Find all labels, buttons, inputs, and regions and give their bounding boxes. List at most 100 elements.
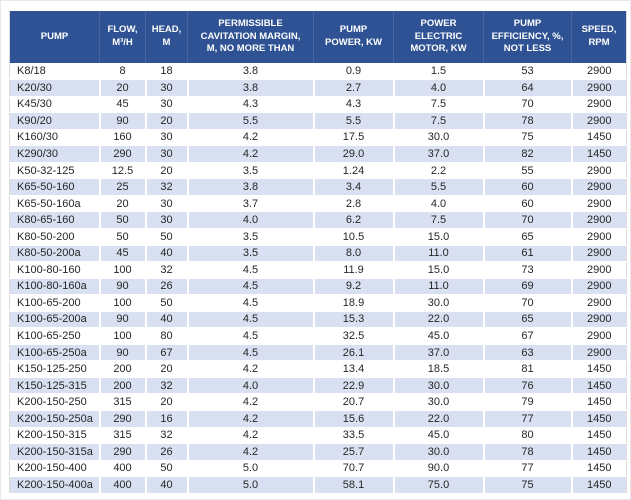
- cell-motor: 75.0: [393, 476, 485, 494]
- cell-efficiency: 65: [483, 228, 573, 246]
- cell-power: 3.4: [313, 178, 395, 196]
- cell-power: 5.5: [313, 112, 395, 130]
- cell-power: 0.9: [313, 63, 395, 81]
- cell-head: 40: [145, 476, 189, 494]
- cell-margin: 4.2: [187, 360, 315, 378]
- cell-flow: 90: [99, 344, 147, 362]
- cell-speed: 1450: [571, 377, 627, 395]
- cell-power: 9.2: [313, 278, 395, 296]
- cell-power: 58.1: [313, 476, 395, 494]
- cell-head: 40: [145, 311, 189, 329]
- cell-power: 29.0: [313, 145, 395, 163]
- cell-pump: K65-50-160a: [9, 195, 101, 213]
- cell-head: 32: [145, 178, 189, 196]
- cell-power: 70.7: [313, 460, 395, 478]
- cell-efficiency: 64: [483, 79, 573, 97]
- cell-motor: 22.0: [393, 311, 485, 329]
- cell-speed: 2900: [571, 245, 627, 263]
- cell-margin: 3.8: [187, 63, 315, 81]
- cell-margin: 4.5: [187, 311, 315, 329]
- cell-speed: 1450: [571, 360, 627, 378]
- cell-pump: K100-65-250a: [9, 344, 101, 362]
- cell-head: 32: [145, 427, 189, 445]
- cell-flow: 25: [99, 178, 147, 196]
- cell-efficiency: 69: [483, 278, 573, 296]
- cell-efficiency: 65: [483, 311, 573, 329]
- cell-margin: 3.5: [187, 228, 315, 246]
- cell-flow: 315: [99, 427, 147, 445]
- cell-power: 13.4: [313, 360, 395, 378]
- cell-pump: K200-150-315a: [9, 443, 101, 461]
- cell-margin: 4.2: [187, 443, 315, 461]
- cell-flow: 100: [99, 327, 147, 345]
- cell-head: 30: [145, 195, 189, 213]
- cell-motor: 30.0: [393, 377, 485, 395]
- cell-pump: K200-150-400: [9, 460, 101, 478]
- cell-head: 20: [145, 162, 189, 180]
- cell-speed: 2900: [571, 327, 627, 345]
- cell-pump: K100-80-160: [9, 261, 101, 279]
- cell-head: 18: [145, 63, 189, 81]
- cell-margin: 4.5: [187, 344, 315, 362]
- cell-pump: K50-32-125: [9, 162, 101, 180]
- cell-speed: 2900: [571, 112, 627, 130]
- cell-flow: 20: [99, 79, 147, 97]
- cell-speed: 1450: [571, 443, 627, 461]
- cell-margin: 3.8: [187, 79, 315, 97]
- cell-speed: 2900: [571, 178, 627, 196]
- cell-head: 32: [145, 377, 189, 395]
- cell-motor: 45.0: [393, 327, 485, 345]
- cell-speed: 1450: [571, 410, 627, 428]
- cell-margin: 4.2: [187, 410, 315, 428]
- cell-flow: 100: [99, 294, 147, 312]
- cell-efficiency: 82: [483, 145, 573, 163]
- cell-flow: 90: [99, 278, 147, 296]
- cell-flow: 400: [99, 476, 147, 494]
- cell-margin: 4.5: [187, 327, 315, 345]
- cell-efficiency: 55: [483, 162, 573, 180]
- cell-flow: 200: [99, 377, 147, 395]
- cell-flow: 100: [99, 261, 147, 279]
- cell-head: 30: [145, 129, 189, 147]
- cell-flow: 290: [99, 410, 147, 428]
- column-header-power: PUMP POWER, KW: [313, 11, 394, 63]
- cell-efficiency: 63: [483, 344, 573, 362]
- table-row: K100-65-250 100 80 4.5 32.5 45.0 67 2900: [9, 327, 627, 345]
- cell-efficiency: 78: [483, 443, 573, 461]
- cell-head: 50: [145, 460, 189, 478]
- cell-head: 20: [145, 360, 189, 378]
- cell-efficiency: 61: [483, 245, 573, 263]
- cell-head: 16: [145, 410, 189, 428]
- pump-spec-table: PUMP FLOW, M³/H HEAD, M PERMISSIBLE CAVITAT…: [9, 11, 627, 494]
- cell-head: 26: [145, 278, 189, 296]
- cell-flow: 315: [99, 393, 147, 411]
- cell-power: 11.9: [313, 261, 395, 279]
- cell-efficiency: 78: [483, 112, 573, 130]
- table-row: K100-80-160 100 32 4.5 11.9 15.0 73 2900: [9, 261, 627, 279]
- cell-pump: K8/18: [9, 63, 101, 81]
- cell-margin: 4.2: [187, 427, 315, 445]
- table-row: K100-65-200 100 50 4.5 18.9 30.0 70 2900: [9, 294, 627, 312]
- cell-motor: 1.5: [393, 63, 485, 81]
- cell-motor: 30.0: [393, 443, 485, 461]
- table-row: K100-65-200a 90 40 4.5 15.3 22.0 65 2900: [9, 311, 627, 329]
- cell-margin: 5.0: [187, 460, 315, 478]
- cell-pump: K150-125-315: [9, 377, 101, 395]
- cell-speed: 2900: [571, 344, 627, 362]
- cell-efficiency: 79: [483, 393, 573, 411]
- cell-flow: 8: [99, 63, 147, 81]
- column-header-flow: FLOW, M³/H: [99, 11, 146, 63]
- cell-motor: 45.0: [393, 427, 485, 445]
- cell-margin: 3.8: [187, 178, 315, 196]
- cell-margin: 4.5: [187, 294, 315, 312]
- cell-flow: 200: [99, 360, 147, 378]
- cell-speed: 2900: [571, 311, 627, 329]
- table-header: PUMP FLOW, M³/H HEAD, M PERMISSIBLE CAVITAT…: [9, 11, 627, 63]
- cell-head: 40: [145, 245, 189, 263]
- cell-power: 8.0: [313, 245, 395, 263]
- cell-power: 25.7: [313, 443, 395, 461]
- cell-pump: K20/30: [9, 79, 101, 97]
- cell-efficiency: 53: [483, 63, 573, 81]
- table-row: K8/18 8 18 3.8 0.9 1.5 53 2900: [9, 63, 627, 81]
- table-row: K20/30 20 30 3.8 2.7 4.0 64 2900: [9, 79, 627, 97]
